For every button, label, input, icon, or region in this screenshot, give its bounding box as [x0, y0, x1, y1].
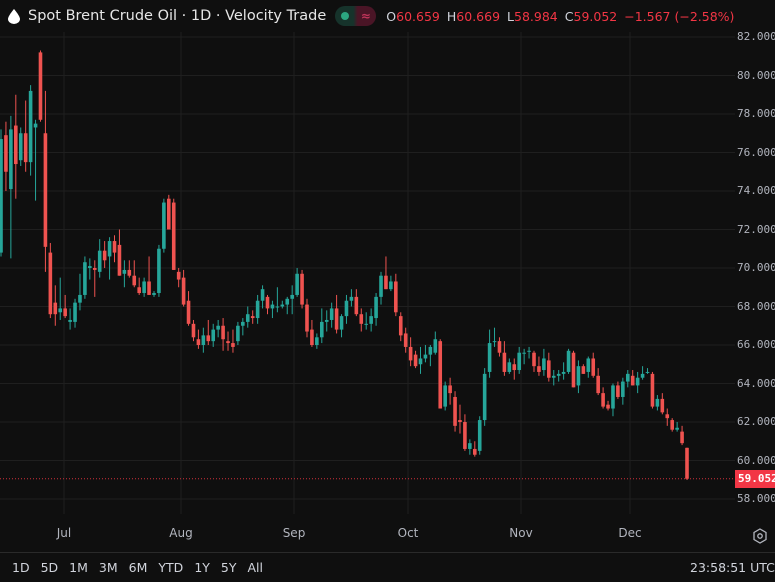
status-dot-icon — [335, 6, 355, 26]
price-axis-label: 80.000 — [737, 68, 775, 82]
time-axis[interactable]: Jul Aug Sep Oct Nov Dec — [0, 522, 775, 550]
price-axis-label: 70.000 — [737, 261, 775, 274]
range-button-all[interactable]: All — [247, 560, 264, 575]
price-axis-label: 82.000 — [737, 30, 775, 43]
price-axis-label: 66.000 — [737, 338, 775, 351]
close-value: 59.052 — [573, 8, 618, 24]
chart-header: Spot Brent Crude Oil · 1D · Velocity Tra… — [0, 0, 775, 32]
time-axis-label: Aug — [169, 526, 193, 540]
time-axis-label: Jul — [56, 526, 72, 540]
price-axis-label: 62.000 — [737, 415, 775, 428]
price-axis-label: 64.000 — [737, 376, 775, 390]
chart-footer: 1D 5D 1M 3M 6M YTD 1Y 5Y All 23:58:51 UTC — [0, 553, 775, 582]
price-axis-label: 74.000 — [737, 184, 775, 197]
footer-divider — [0, 552, 775, 553]
close-label: C — [564, 8, 574, 24]
time-axis-label: Sep — [282, 526, 306, 540]
open-value: 60.659 — [396, 8, 440, 24]
high-value: 60.669 — [456, 8, 501, 24]
price-axis-label: 78.000 — [737, 107, 775, 120]
change-value: −1.567 (−2.58%) — [624, 8, 735, 24]
price-axis-label: 68.000 — [737, 299, 775, 313]
range-button-5y[interactable]: 5Y — [220, 560, 237, 575]
time-axis-label: Dec — [618, 526, 642, 540]
range-selector: 1D 5D 1M 3M 6M YTD 1Y 5Y All — [12, 560, 274, 575]
current-price-tag: 59.052 — [735, 469, 775, 488]
ohlc-values: O 60.659 H 60.669 L 58.984 C 59.052 −1.5… — [386, 9, 734, 24]
approx-equal-icon: ≈ — [360, 9, 371, 23]
open-label: O — [386, 8, 397, 24]
price-axis-label: 58.000 — [737, 492, 775, 505]
range-button-1y[interactable]: 1Y — [194, 560, 210, 575]
indicator-toggle[interactable]: ≈ — [335, 6, 377, 26]
range-button-6m[interactable]: 6M — [128, 560, 148, 575]
price-axis-label: 60.000 — [737, 453, 775, 467]
oil-drop-icon — [6, 8, 22, 24]
range-button-1d[interactable]: 1D — [12, 560, 30, 575]
range-button-ytd[interactable]: YTD — [158, 560, 184, 575]
range-button-1m[interactable]: 1M — [69, 560, 88, 575]
high-label: H — [446, 8, 457, 24]
price-axis-label: 72.000 — [737, 222, 775, 236]
low-value: 58.984 — [514, 8, 558, 24]
utc-clock: 23:58:51 UTC — [690, 560, 775, 575]
time-axis-label: Oct — [397, 526, 419, 540]
settings-icon[interactable] — [752, 528, 768, 544]
time-axis-label: Nov — [509, 526, 533, 540]
range-button-5d[interactable]: 5D — [40, 560, 59, 575]
low-label: L — [507, 8, 515, 24]
price-chart[interactable] — [0, 32, 775, 522]
symbol-title[interactable]: Spot Brent Crude Oil · 1D · Velocity Tra… — [28, 8, 327, 24]
price-axis-label: 76.000 — [737, 145, 775, 159]
range-button-3m[interactable]: 3M — [98, 560, 118, 575]
candlestick-plot[interactable] — [0, 32, 775, 522]
